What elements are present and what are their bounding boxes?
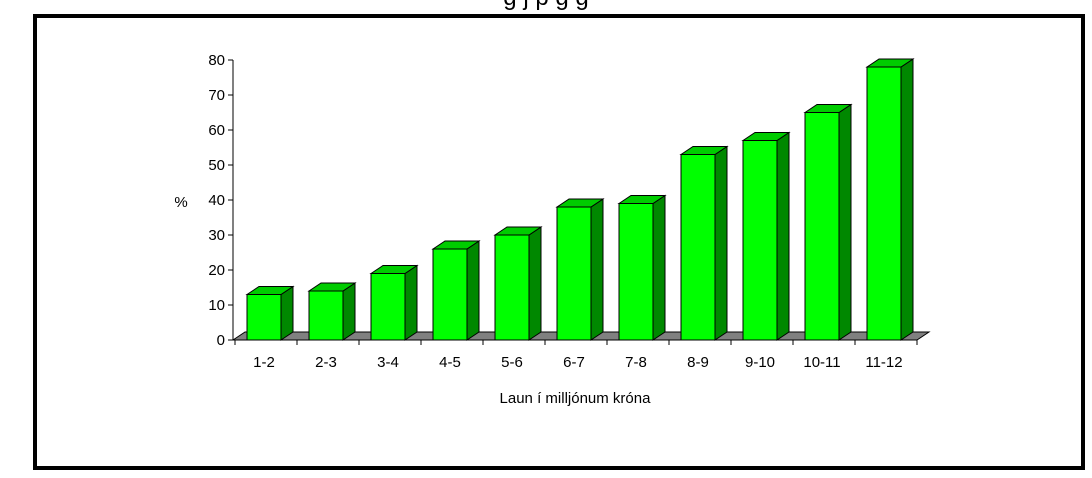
x-tick-label: 9-10 <box>745 354 775 371</box>
y-tick-label: 70 <box>208 87 225 104</box>
bar <box>245 285 295 341</box>
bar-side <box>900 58 914 341</box>
bar <box>369 264 419 341</box>
x-tick-label: 1-2 <box>253 354 275 371</box>
x-axis-title: Laun í milljónum króna <box>500 390 652 407</box>
chart-title-fragment: g j p g g <box>0 0 1092 14</box>
x-tick-label: 4-5 <box>439 354 461 371</box>
bar-side <box>342 282 356 341</box>
x-tick-label: 11-12 <box>865 354 902 371</box>
bar <box>679 145 729 341</box>
bar-side <box>714 145 728 341</box>
y-tick-label: 20 <box>208 262 225 279</box>
bar-front <box>804 112 840 341</box>
bar-front <box>246 294 282 341</box>
bar <box>431 240 481 341</box>
bar-side <box>280 285 294 341</box>
bar <box>865 58 915 341</box>
bar <box>555 198 605 341</box>
bar <box>493 226 543 341</box>
bar-side <box>838 103 852 341</box>
y-tick-label: 50 <box>208 157 225 174</box>
bar-front <box>432 248 468 341</box>
x-tick-label: 7-8 <box>625 354 647 371</box>
x-tick-label: 6-7 <box>563 354 585 371</box>
bar-front <box>556 206 592 341</box>
bar-side <box>590 198 604 341</box>
y-tick-label: 40 <box>208 192 225 209</box>
bar-front <box>370 273 406 341</box>
bar <box>741 131 791 341</box>
bar <box>617 194 667 341</box>
x-axis-labels: 1-2 2-3 3-4 4-5 5-6 6-7 7-8 8-9 9-10 10-11 11-12 <box>234 340 918 371</box>
bar-side <box>776 131 790 341</box>
y-tick-label: 60 <box>208 122 225 139</box>
y-axis: 0 10 20 30 40 50 60 70 80 <box>208 52 234 349</box>
bar-front <box>680 154 716 341</box>
bar-side <box>652 194 666 341</box>
x-tick-label: 2-3 <box>315 354 337 371</box>
y-tick-label: 10 <box>208 297 225 314</box>
bar-front <box>494 234 530 341</box>
bar <box>307 282 357 341</box>
bar <box>803 103 853 341</box>
y-tick-label: 80 <box>208 52 225 69</box>
bar-side <box>404 264 418 341</box>
bar-front <box>866 66 902 341</box>
y-tick-label: 0 <box>217 332 225 349</box>
x-tick-label: 5-6 <box>501 354 523 371</box>
y-axis-title: % <box>174 194 187 211</box>
bar-side <box>528 226 542 341</box>
bar-front <box>742 140 778 341</box>
bars <box>245 58 915 341</box>
bar-side <box>466 240 480 341</box>
y-tick-label: 30 <box>208 227 225 244</box>
x-tick-label: 8-9 <box>687 354 709 371</box>
x-tick-label: 3-4 <box>377 354 399 371</box>
bar-front <box>308 290 344 341</box>
x-tick-label: 10-11 <box>803 354 840 371</box>
bar-front <box>618 203 654 341</box>
